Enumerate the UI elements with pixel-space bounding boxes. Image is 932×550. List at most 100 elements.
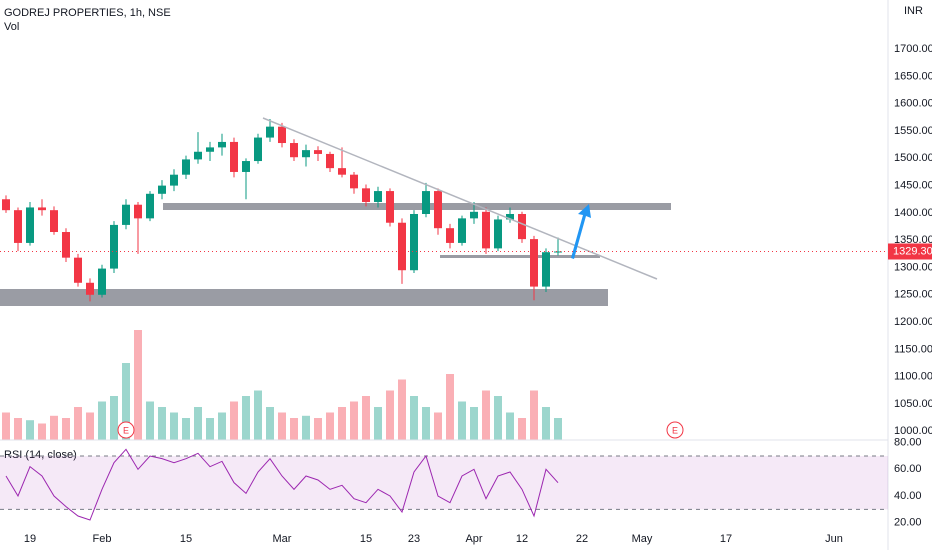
candle-body <box>470 211 478 219</box>
candle-body <box>254 137 262 162</box>
candle-body <box>2 199 10 211</box>
candle-body <box>194 151 202 160</box>
event-marker[interactable] <box>117 421 135 439</box>
support-line <box>440 255 600 258</box>
volume-bar <box>158 407 166 440</box>
x-tick-label: 17 <box>720 533 732 545</box>
y-tick-label: 1600.00 <box>894 98 932 110</box>
x-tick-label: Jun <box>825 533 843 545</box>
rsi-tick-label: 40.00 <box>894 490 922 502</box>
volume-bar <box>254 390 262 440</box>
candle-body <box>410 213 418 271</box>
y-tick-label: 1500.00 <box>894 152 932 164</box>
candle-body <box>86 282 94 295</box>
volume-bar <box>386 390 394 440</box>
candle-body <box>314 150 322 154</box>
candles-layer <box>2 119 562 302</box>
candle-body <box>266 126 274 138</box>
candle-body <box>542 252 550 287</box>
candle-body <box>230 141 238 172</box>
volume-bar <box>38 423 46 440</box>
rsi-band <box>0 456 888 510</box>
y-tick-label: 1100.00 <box>894 371 932 383</box>
x-tick-label: May <box>632 533 653 545</box>
last-price-label: 1329.30 <box>893 245 932 257</box>
volume-bar <box>110 396 118 440</box>
candle-body <box>278 126 286 144</box>
volume-bar <box>278 412 286 440</box>
arrow <box>571 204 591 259</box>
candle-body <box>50 210 58 233</box>
x-tick-label: 22 <box>576 533 588 545</box>
rsi-tick-label: 80.00 <box>894 437 922 449</box>
candle-body <box>554 251 562 253</box>
volume-bar <box>422 407 430 440</box>
candle-body <box>482 211 490 249</box>
volume-bar <box>266 407 274 440</box>
support-zone <box>0 289 608 306</box>
candle-body <box>170 174 178 186</box>
volume-bar <box>146 401 154 440</box>
candle-body <box>110 224 118 269</box>
event-marker[interactable] <box>666 421 684 439</box>
candle-body <box>422 191 430 214</box>
candle-body <box>38 207 46 211</box>
y-tick-label: 1300.00 <box>894 261 932 273</box>
event-label: E <box>123 425 129 435</box>
y-tick-label: 1550.00 <box>894 125 932 137</box>
x-tick-label: 12 <box>516 533 528 545</box>
volume-bar <box>554 418 562 440</box>
volume-bar <box>134 330 142 440</box>
candle-body <box>434 191 442 229</box>
x-tick-label: 15 <box>360 533 372 545</box>
volume-bar <box>470 407 478 440</box>
candle-body <box>350 174 358 189</box>
candle-body <box>206 147 214 152</box>
y-tick-label: 1450.00 <box>894 180 932 192</box>
candle-body <box>362 188 370 202</box>
volume-bar <box>482 390 490 440</box>
volume-bar <box>374 407 382 440</box>
volume-bar <box>410 396 418 440</box>
volume-bar <box>398 379 406 440</box>
candle-body <box>494 219 502 249</box>
volume-bar <box>494 396 502 440</box>
volume-bar <box>194 407 202 440</box>
candle-body <box>242 161 250 172</box>
volume-bar <box>458 401 466 440</box>
resistance-zone <box>163 203 671 210</box>
x-tick-label: Mar <box>273 533 292 545</box>
currency: INR <box>904 5 923 17</box>
volume-bar <box>506 412 514 440</box>
volume-bar <box>86 412 94 440</box>
y-tick-label: 1700.00 <box>894 43 932 55</box>
candle-body <box>518 213 526 240</box>
volume-bar <box>182 418 190 440</box>
candle-body <box>338 168 346 175</box>
volume-bar <box>50 415 58 440</box>
candle-body <box>218 141 226 148</box>
volume-bar <box>326 412 334 440</box>
y-tick-label: 1050.00 <box>894 398 932 410</box>
candle-body <box>398 222 406 271</box>
candle-body <box>446 228 454 243</box>
volume-bar <box>122 363 130 440</box>
candle-body <box>74 257 82 283</box>
x-tick-label: Feb <box>93 533 112 545</box>
volume-bar <box>338 407 346 440</box>
volume-bar <box>170 412 178 440</box>
candle-body <box>26 207 34 243</box>
volume-bar <box>434 412 442 440</box>
candle-body <box>506 213 514 220</box>
volume-bar <box>74 407 82 440</box>
volume-bar <box>290 418 298 440</box>
volume-bar <box>2 412 10 440</box>
volume-bar <box>362 396 370 440</box>
y-tick-label: 1000.00 <box>894 425 932 437</box>
y-tick-label: 1350.00 <box>894 234 932 246</box>
x-tick-label: 19 <box>24 533 36 545</box>
x-tick-label: Apr <box>465 533 482 545</box>
y-tick-label: 1400.00 <box>894 207 932 219</box>
